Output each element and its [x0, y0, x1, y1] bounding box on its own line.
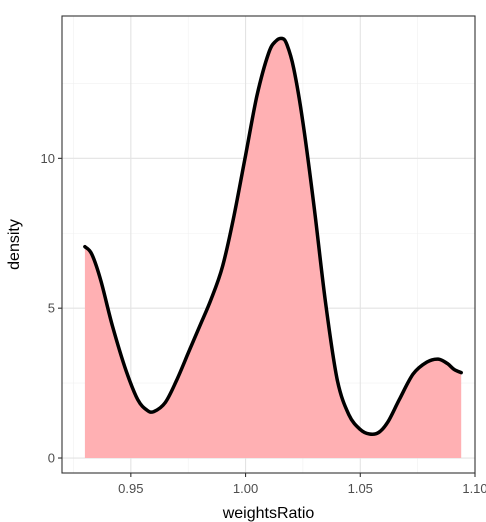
y-tick-label: 0 [48, 451, 55, 466]
x-tick-label: 1.00 [233, 481, 258, 496]
y-axis-title: density [6, 219, 23, 270]
x-tick-label: 1.10 [462, 481, 486, 496]
x-tick-label: 1.05 [348, 481, 373, 496]
x-axis-title: weightsRatio [222, 505, 315, 522]
density-line [83, 36, 463, 437]
y-tick-label: 5 [48, 301, 55, 316]
axis-ticks: 0.95 1.00 1.05 1.10 0 5 10 [41, 151, 486, 496]
plot-panel-border [61, 15, 476, 474]
density-area [84, 38, 462, 458]
y-tick-label: 10 [41, 151, 55, 166]
x-tick-label: 0.95 [118, 481, 143, 496]
